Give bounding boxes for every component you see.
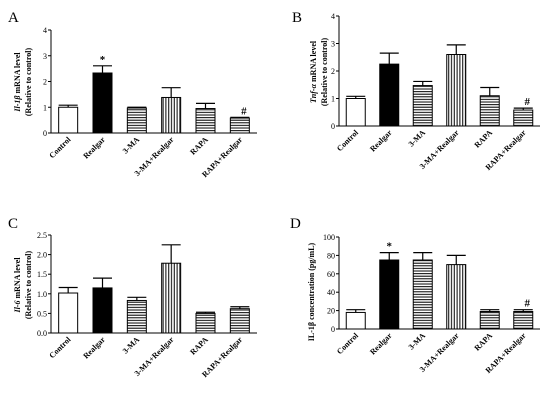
y-tick-label: 20 [327,307,335,316]
y-tick-label: 40 [327,288,335,297]
y-tick-label: 1 [43,103,47,112]
bar-3-ma [412,259,433,330]
y-tick-label: 2 [331,67,335,76]
panel-label: A [8,10,19,26]
significance-marker: # [525,96,531,108]
x-tick-label: RAPA [188,335,210,357]
bar-realgar [92,72,113,134]
y-axis-title-line2: (Relative to control) [320,38,329,107]
y-tick-label: 0 [331,122,335,131]
bar-rapa [479,95,500,127]
y-tick-label: 100 [323,233,335,242]
y-tick-label: 2 [43,78,47,87]
y-tick-label: 0.0 [37,329,47,338]
y-tick-label: 4 [331,12,335,21]
significance-marker: # [241,105,247,117]
x-tick-label: 3-MA [407,331,428,352]
bar-rapa-realgar [229,117,250,134]
y-tick-label: 0 [331,325,335,334]
bar-3-ma [126,299,147,334]
y-tick-label: 4 [43,26,47,35]
panel-label: B [292,10,302,26]
x-tick-label: Control [47,135,73,161]
x-tick-label: Realgar [81,135,107,161]
significance-marker: * [387,241,393,253]
x-tick-label: Control [335,128,361,154]
y-axis-title: IL-1β concentration (pg/mL) [307,242,316,341]
x-tick-label: Control [47,335,73,361]
x-tick-label: Realgar [81,335,107,361]
bar-realgar [379,259,400,330]
x-tick-label: 3-MA [121,335,142,356]
x-tick-label: 3-MA [407,128,428,149]
bar-realgar [379,63,400,127]
bar-3-ma-realgar [446,54,467,127]
panel-label: D [290,216,301,232]
significance-marker: * [100,54,106,66]
significance-marker: # [525,298,531,310]
y-tick-label: 3 [331,40,335,49]
y-tick-label: 3 [43,52,47,61]
y-tick-label: 1 [331,95,335,104]
bar-control [345,98,366,127]
x-tick-label: Realgar [368,128,394,154]
x-tick-label: RAPA [473,128,495,150]
y-axis-title-line2: (Relative to control) [24,251,33,320]
bar-3-ma-realgar [161,262,182,334]
y-tick-label: 1.0 [37,290,47,299]
y-tick-label: 1.5 [37,270,47,279]
panel-D: D IL-1β concentration (pg/mL) 0 20 40 60 80 1… [290,216,540,375]
y-tick-label: 2.5 [37,231,47,240]
x-tick-label: Control [335,331,361,357]
x-tick-label: RAPA [473,331,495,353]
bar-rapa [479,311,500,330]
panel-B: B Tnf-α mRNA level (Relative to control)… [292,10,540,172]
bar-control [58,292,79,334]
bar-3-ma [126,107,147,134]
y-axis-title: Tnf-α mRNA level [309,40,318,103]
bar-control [345,311,366,330]
bar-control [58,106,79,134]
panel-label: C [8,216,18,232]
x-tick-label: 3-MA [121,135,142,156]
panel-A: A Il-1β mRNA level (Relative to control)… [8,10,257,179]
y-axis-title: Il-6 mRNA level [13,257,22,314]
panel-C: C Il-6 mRNA level (Relative to control) … [8,216,257,379]
bar-rapa-realgar [513,109,534,127]
x-tick-label: RAPA [188,135,210,157]
bar-rapa-realgar [229,308,250,334]
bar-3-ma [412,85,433,127]
y-tick-label: 0.5 [37,309,47,318]
y-tick-label: 2.0 [37,251,47,260]
y-axis-title-line2: (Relative to control) [24,48,33,117]
bar-3-ma-realgar [161,96,182,134]
bar-rapa [195,312,216,334]
bar-rapa-realgar [513,311,534,330]
bar-realgar [92,287,113,334]
bar-3-ma-realgar [446,264,467,330]
y-axis-title: Il-1β mRNA level [13,52,22,113]
bar-rapa [195,108,216,134]
y-tick-label: 60 [327,270,335,279]
y-tick-label: 80 [327,251,335,260]
x-tick-label: Realgar [368,331,394,357]
y-tick-label: 0 [43,129,47,138]
